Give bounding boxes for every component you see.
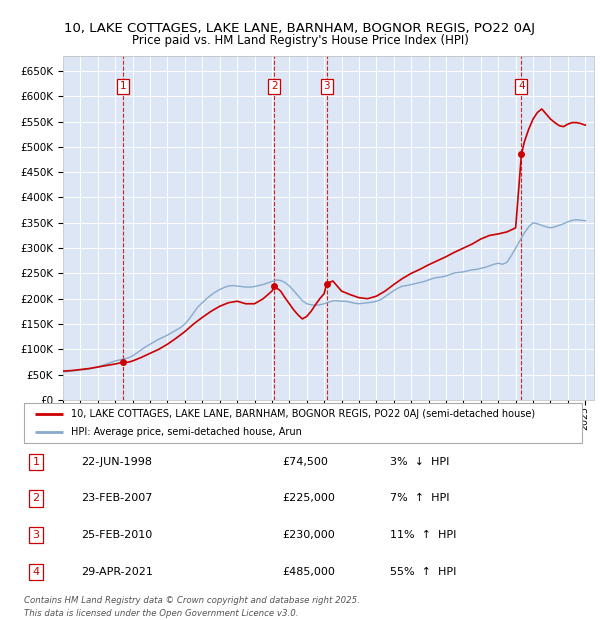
Text: 2: 2 [271, 81, 278, 91]
Text: 29-APR-2021: 29-APR-2021 [81, 567, 153, 577]
Text: £74,500: £74,500 [282, 457, 328, 467]
Text: Contains HM Land Registry data © Crown copyright and database right 2025.: Contains HM Land Registry data © Crown c… [24, 596, 360, 606]
Text: £225,000: £225,000 [282, 494, 335, 503]
Text: 23-FEB-2007: 23-FEB-2007 [81, 494, 152, 503]
Text: Price paid vs. HM Land Registry's House Price Index (HPI): Price paid vs. HM Land Registry's House … [131, 34, 469, 47]
Text: 55%  ↑  HPI: 55% ↑ HPI [390, 567, 457, 577]
Text: 22-JUN-1998: 22-JUN-1998 [81, 457, 152, 467]
Text: 10, LAKE COTTAGES, LAKE LANE, BARNHAM, BOGNOR REGIS, PO22 0AJ: 10, LAKE COTTAGES, LAKE LANE, BARNHAM, B… [65, 22, 536, 35]
FancyBboxPatch shape [24, 403, 582, 443]
Text: 1: 1 [32, 457, 40, 467]
Text: 3%  ↓  HPI: 3% ↓ HPI [390, 457, 449, 467]
Text: 4: 4 [32, 567, 40, 577]
Text: £230,000: £230,000 [282, 530, 335, 540]
Text: 25-FEB-2010: 25-FEB-2010 [81, 530, 152, 540]
Text: This data is licensed under the Open Government Licence v3.0.: This data is licensed under the Open Gov… [24, 609, 299, 618]
Text: 1: 1 [120, 81, 127, 91]
Text: 3: 3 [32, 530, 40, 540]
Text: 7%  ↑  HPI: 7% ↑ HPI [390, 494, 449, 503]
Text: 11%  ↑  HPI: 11% ↑ HPI [390, 530, 457, 540]
Text: 3: 3 [323, 81, 330, 91]
Text: 4: 4 [518, 81, 525, 91]
Text: £485,000: £485,000 [282, 567, 335, 577]
Text: 2: 2 [32, 494, 40, 503]
Text: 10, LAKE COTTAGES, LAKE LANE, BARNHAM, BOGNOR REGIS, PO22 0AJ (semi-detached hou: 10, LAKE COTTAGES, LAKE LANE, BARNHAM, B… [71, 409, 536, 419]
Text: HPI: Average price, semi-detached house, Arun: HPI: Average price, semi-detached house,… [71, 427, 302, 438]
